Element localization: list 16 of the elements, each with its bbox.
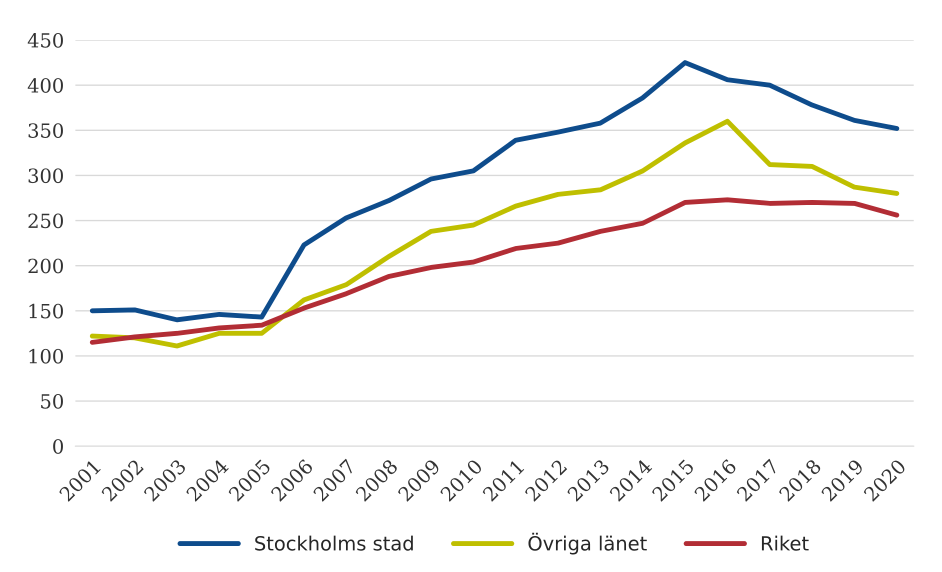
y-tick-label: 300 bbox=[28, 168, 63, 184]
legend-label: Övriga länet bbox=[528, 532, 647, 554]
y-tick-label: 350 bbox=[28, 123, 63, 138]
y-tick-label: 50 bbox=[41, 394, 63, 409]
legend-label: Riket bbox=[762, 536, 809, 551]
y-tick-label: 250 bbox=[28, 213, 63, 228]
line-series bbox=[90, 60, 900, 322]
line-series bbox=[90, 118, 900, 348]
y-tick-label: 100 bbox=[30, 348, 63, 364]
y-tick-label: 0 bbox=[53, 439, 63, 454]
y-tick-label: 150 bbox=[30, 304, 63, 318]
legend-label: Stockholms stad bbox=[255, 536, 413, 551]
y-tick-label: 450 bbox=[28, 32, 63, 48]
line-series bbox=[90, 197, 900, 345]
y-tick-label: 400 bbox=[28, 78, 63, 93]
y-tick-label: 200 bbox=[28, 258, 63, 274]
